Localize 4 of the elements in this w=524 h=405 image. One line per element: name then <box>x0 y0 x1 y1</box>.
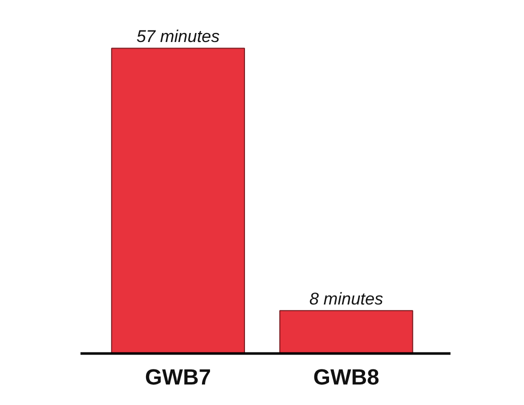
x-tick-label: GWB7 <box>145 364 212 390</box>
data-label: 8 minutes <box>309 290 384 309</box>
x-tick-label: GWB8 <box>313 364 380 390</box>
data-label: 57 minutes <box>136 27 220 46</box>
